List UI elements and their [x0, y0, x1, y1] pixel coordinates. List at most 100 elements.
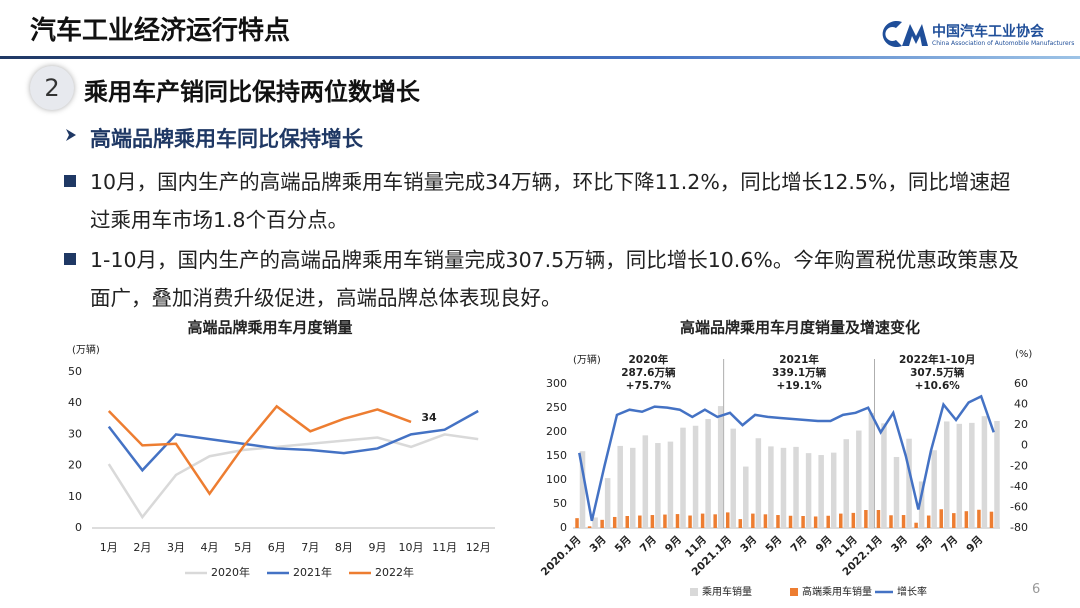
bar — [780, 447, 787, 528]
x-tick-label: 9月 — [964, 534, 985, 555]
line-series — [107, 433, 479, 520]
bar — [650, 515, 655, 528]
x-tick-label: 6月 — [268, 541, 286, 554]
x-tick-label: 7月 — [301, 541, 319, 554]
subheading: 高端品牌乘用车同比保持增长 — [90, 127, 363, 151]
bar — [926, 515, 931, 528]
x-tick-label: 12月 — [466, 541, 491, 554]
legend-label: 2021年 — [293, 565, 332, 579]
x-tick-label: 3月 — [738, 534, 759, 555]
bar — [989, 511, 994, 528]
line-series — [107, 404, 412, 496]
bar — [575, 518, 579, 528]
bar — [793, 446, 799, 528]
logo-icon — [882, 21, 928, 47]
x-tick-label: 5月 — [234, 541, 252, 554]
y-tick-label: 10 — [68, 490, 82, 503]
y-tick-label: 100 — [546, 473, 567, 486]
bullet — [64, 175, 76, 187]
y-tick-label: 50 — [68, 365, 82, 378]
bar — [730, 428, 736, 528]
bar — [969, 422, 975, 528]
bar — [801, 516, 805, 528]
annotation: 307.5万辆 — [910, 366, 965, 379]
y-tick-label: 200 — [546, 425, 567, 438]
section-title: 乘用车产销同比保持两位数增长 — [84, 78, 420, 106]
bar — [818, 455, 824, 528]
legend-label: 2020年 — [211, 565, 250, 579]
bar — [830, 452, 837, 528]
bar — [600, 519, 604, 528]
x-tick-label: 3月 — [167, 541, 185, 554]
bar — [625, 516, 630, 528]
legend-swatch — [790, 588, 798, 596]
bar — [617, 445, 623, 528]
annotation: +19.1% — [776, 380, 822, 392]
bar — [638, 515, 642, 528]
y2-tick-label: 20 — [1014, 418, 1028, 431]
annotation: +10.6% — [915, 380, 961, 392]
paragraph: 1-10月，国内生产的高端品牌乘用车销量完成307.5万辆，同比增长10.6%。… — [90, 248, 1019, 310]
y2-tick-label: -60 — [1010, 500, 1028, 513]
org-name: 中国汽车工业协会 — [932, 24, 1044, 40]
x-tick-label: 5月 — [763, 534, 784, 555]
bar — [755, 438, 762, 528]
bar — [868, 412, 875, 528]
bar — [768, 446, 774, 528]
x-tick-label: 7月 — [638, 534, 659, 555]
page-number: 6 — [1032, 582, 1041, 597]
bar — [663, 514, 667, 528]
bar — [592, 517, 598, 528]
bar — [717, 406, 724, 528]
legend-label: 增长率 — [897, 585, 927, 598]
x-tick-label: 3月 — [588, 534, 609, 555]
org-name-en: China Association of Automobile Manufact… — [932, 40, 1075, 47]
bar — [943, 421, 950, 528]
line-series — [578, 394, 995, 522]
bar — [680, 427, 686, 528]
section-number: 2 — [30, 66, 74, 110]
bar — [813, 516, 818, 528]
bar — [776, 515, 780, 528]
bar — [977, 509, 981, 528]
bar — [612, 516, 617, 528]
bar — [889, 515, 893, 528]
y-tick-label: 0 — [75, 521, 82, 534]
arrow-bullet — [66, 129, 76, 141]
bar — [981, 416, 988, 528]
x-tick-label: 7月 — [939, 534, 960, 555]
bar — [952, 513, 956, 528]
x-tick-label: 3月 — [889, 534, 910, 555]
line-series — [107, 409, 479, 473]
paragraph: 10月，国内生产的高端品牌乘用车销量完成34万辆，环比下降11.2%，同比增长1… — [90, 170, 1011, 232]
bar — [738, 519, 743, 528]
bar — [604, 478, 611, 528]
bar — [931, 450, 937, 528]
bar — [964, 511, 969, 528]
slide-title: 汽车工业经济运行特点 — [30, 16, 291, 46]
bar — [579, 451, 586, 528]
bar — [876, 510, 881, 528]
bar — [881, 423, 887, 528]
y-axis-label: (万辆) — [72, 343, 100, 356]
legend-label: 高端乘用车销量 — [802, 585, 872, 598]
x-tick-label: 8月 — [335, 541, 353, 554]
bar — [843, 439, 850, 528]
y-tick-label: 0 — [560, 521, 567, 534]
y2-tick-label: 40 — [1014, 398, 1028, 411]
bar — [587, 526, 592, 528]
y-tick-label: 50 — [553, 497, 567, 510]
x-tick-label: 11月 — [432, 541, 457, 554]
bar — [692, 425, 699, 528]
annotation: 2022年1-10月 — [899, 353, 976, 366]
bar — [939, 509, 943, 528]
x-tick-label: 2020.1月 — [539, 534, 584, 579]
y-axis-label: (万辆) — [573, 353, 601, 366]
bar — [675, 514, 680, 528]
annotation: 339.1万辆 — [772, 366, 827, 379]
bar — [839, 513, 843, 528]
legend-label: 乘用车销量 — [702, 585, 752, 598]
annotation: 2021年 — [779, 353, 819, 366]
header-rule — [0, 56, 1080, 59]
legend-label: 2022年 — [375, 565, 414, 579]
